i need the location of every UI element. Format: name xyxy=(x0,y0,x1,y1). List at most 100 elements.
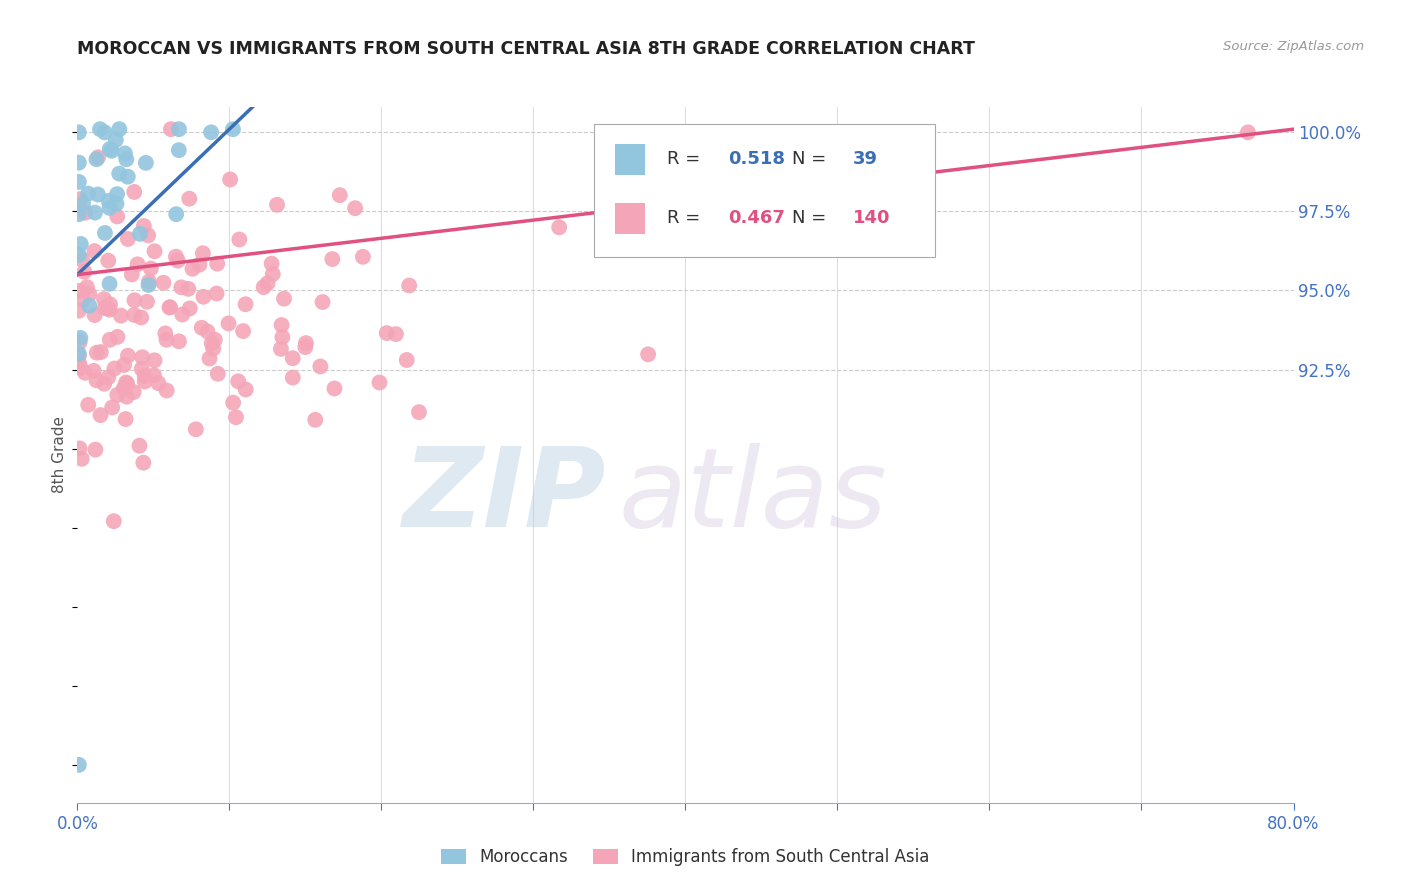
Point xyxy=(108,167,131,181)
Point xyxy=(166,253,188,268)
Point xyxy=(134,375,156,389)
Point xyxy=(93,292,115,306)
Point xyxy=(155,326,177,341)
Point xyxy=(107,330,129,344)
Point xyxy=(86,153,108,167)
Point xyxy=(97,253,120,268)
Point xyxy=(142,368,165,383)
Point xyxy=(219,172,242,186)
Point xyxy=(256,277,278,291)
Point xyxy=(193,290,215,304)
Point xyxy=(105,187,128,202)
Point xyxy=(385,327,408,342)
Point xyxy=(138,277,160,292)
Point xyxy=(398,278,420,293)
Point xyxy=(136,228,159,243)
Point xyxy=(191,246,214,260)
Point xyxy=(167,143,190,157)
Point xyxy=(112,358,135,372)
Point xyxy=(165,250,187,264)
Point xyxy=(207,367,229,381)
Point xyxy=(548,220,571,235)
Point xyxy=(69,192,91,206)
Point xyxy=(138,275,160,289)
Point xyxy=(79,299,101,313)
Point xyxy=(131,361,153,376)
Point xyxy=(87,187,110,202)
Point xyxy=(97,370,120,384)
Text: ZIP: ZIP xyxy=(404,443,606,550)
Point xyxy=(67,248,90,262)
Point xyxy=(124,293,146,308)
Point xyxy=(105,388,128,402)
Point xyxy=(97,194,120,208)
Point xyxy=(89,122,111,136)
Point xyxy=(67,155,90,169)
Point xyxy=(105,210,128,224)
Point xyxy=(77,186,100,201)
Point xyxy=(115,376,138,390)
Point xyxy=(122,185,145,199)
Point xyxy=(75,205,97,219)
Point xyxy=(201,336,224,351)
Point xyxy=(167,334,190,349)
Point xyxy=(98,277,121,291)
Bar xyxy=(614,202,645,234)
Point xyxy=(253,280,276,294)
Point xyxy=(197,325,219,339)
Point xyxy=(105,196,128,211)
Point xyxy=(67,207,90,221)
Point xyxy=(67,349,90,363)
Point xyxy=(139,261,162,276)
Point xyxy=(98,297,121,311)
Point xyxy=(159,301,181,315)
Point xyxy=(232,324,254,338)
Point xyxy=(281,351,304,366)
Point xyxy=(108,122,131,136)
Point xyxy=(103,514,125,528)
Point xyxy=(172,308,194,322)
Point xyxy=(200,125,222,139)
Point xyxy=(93,376,115,391)
Point xyxy=(262,267,284,281)
Point xyxy=(375,326,398,340)
Point xyxy=(132,456,155,470)
Point xyxy=(352,250,374,264)
Point xyxy=(70,451,93,466)
Point xyxy=(270,342,292,356)
Point xyxy=(134,369,156,384)
Point xyxy=(143,244,166,259)
Point xyxy=(90,345,112,359)
Point xyxy=(69,335,91,350)
Point xyxy=(295,336,318,351)
Point xyxy=(204,333,226,347)
Point xyxy=(637,347,659,361)
Point xyxy=(122,308,145,322)
Text: atlas: atlas xyxy=(619,443,887,550)
Point xyxy=(143,353,166,368)
Text: 0.518: 0.518 xyxy=(728,150,785,169)
Point xyxy=(128,227,150,241)
Point xyxy=(114,146,136,161)
Point xyxy=(321,252,343,266)
Point xyxy=(69,237,91,252)
Point xyxy=(98,142,121,156)
Point xyxy=(205,286,228,301)
Point xyxy=(181,261,204,276)
Point xyxy=(135,156,157,170)
Point xyxy=(69,331,91,345)
Point xyxy=(207,257,229,271)
Point xyxy=(198,351,221,366)
Point xyxy=(67,757,90,772)
Text: 140: 140 xyxy=(853,210,891,227)
Point xyxy=(148,376,170,391)
Point xyxy=(72,196,94,211)
Y-axis label: 8th Grade: 8th Grade xyxy=(52,417,67,493)
Point xyxy=(103,361,125,376)
Point xyxy=(83,308,105,322)
Point xyxy=(98,302,121,317)
Point xyxy=(98,201,121,215)
Point xyxy=(86,373,108,387)
Point xyxy=(190,320,212,334)
Point xyxy=(167,122,190,136)
